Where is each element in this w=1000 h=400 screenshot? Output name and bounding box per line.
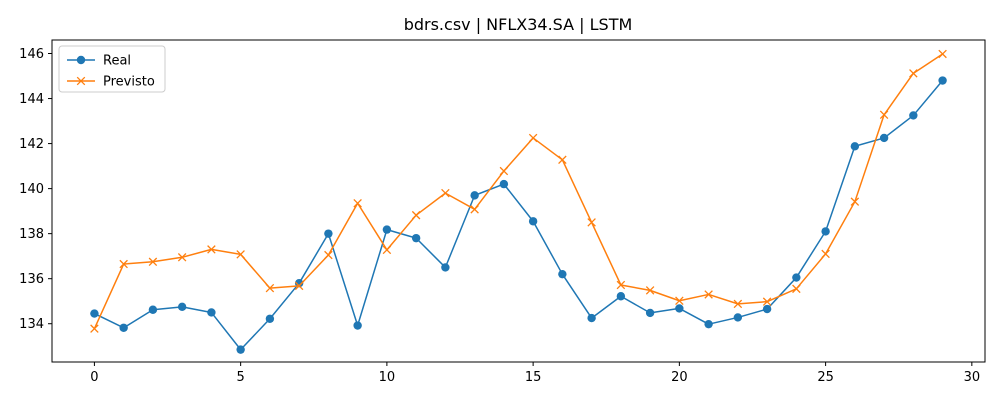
legend-item-real: Real bbox=[67, 54, 131, 69]
data-point bbox=[441, 263, 450, 272]
y-tick-label: 134 bbox=[19, 317, 44, 332]
series-previsto bbox=[90, 49, 947, 333]
legend: Real Previsto bbox=[58, 45, 166, 93]
legend-marker bbox=[76, 55, 86, 65]
data-point bbox=[821, 249, 830, 259]
data-point bbox=[265, 283, 275, 293]
data-point bbox=[675, 304, 684, 313]
data-point bbox=[616, 280, 626, 290]
data-point bbox=[821, 227, 830, 236]
data-point bbox=[90, 309, 99, 318]
data-point bbox=[850, 142, 860, 151]
legend-item-previsto: Previsto bbox=[67, 75, 155, 90]
data-point bbox=[470, 205, 479, 214]
y-tick-label: 136 bbox=[19, 272, 44, 287]
data-point bbox=[177, 253, 187, 262]
data-point bbox=[909, 69, 918, 78]
data-point bbox=[207, 245, 216, 254]
y-tick-label: 144 bbox=[19, 92, 44, 107]
data-point bbox=[119, 259, 128, 269]
data-point bbox=[382, 245, 392, 255]
data-point bbox=[499, 166, 509, 176]
y-tick-label: 146 bbox=[19, 47, 44, 62]
axes-frame bbox=[51, 39, 986, 363]
data-point bbox=[792, 284, 801, 294]
y-tick-label: 142 bbox=[19, 137, 44, 152]
data-point bbox=[119, 323, 128, 332]
data-point bbox=[294, 278, 304, 288]
data-point bbox=[148, 305, 158, 314]
data-point bbox=[353, 321, 362, 330]
series-real bbox=[90, 76, 947, 354]
data-point bbox=[762, 297, 772, 306]
data-point bbox=[265, 314, 275, 323]
data-point bbox=[645, 286, 655, 295]
data-point bbox=[616, 292, 626, 301]
legend-label: Real bbox=[103, 54, 131, 69]
data-point bbox=[528, 133, 538, 143]
data-point bbox=[528, 217, 538, 226]
data-point bbox=[411, 233, 421, 243]
axes: 0 5 10 15 20 25 30 134 136 138 140 142 144 146 bbox=[19, 39, 986, 385]
data-point bbox=[90, 324, 99, 333]
data-point bbox=[733, 313, 743, 322]
data-point bbox=[704, 319, 713, 329]
data-point bbox=[733, 299, 743, 309]
data-point bbox=[909, 111, 918, 120]
data-point bbox=[382, 225, 392, 234]
x-tick-label: 20 bbox=[671, 370, 688, 385]
data-point bbox=[704, 290, 713, 299]
legend-label: Previsto bbox=[103, 75, 155, 90]
data-point bbox=[236, 250, 245, 259]
chart-title: bdrs.csv | NFLX34.SA | LSTM bbox=[404, 15, 633, 34]
data-point bbox=[441, 188, 450, 198]
data-point bbox=[411, 210, 421, 220]
data-point bbox=[324, 250, 333, 260]
x-tick-label: 5 bbox=[237, 370, 245, 385]
data-point bbox=[236, 345, 245, 354]
x-tick-label: 15 bbox=[525, 370, 542, 385]
y-tick-label: 140 bbox=[19, 182, 44, 197]
data-point bbox=[324, 229, 333, 238]
data-point bbox=[850, 197, 860, 206]
series-line-previsto bbox=[93, 53, 944, 329]
plot-area bbox=[90, 49, 947, 354]
data-point bbox=[177, 302, 187, 312]
data-point bbox=[938, 49, 947, 59]
data-point bbox=[938, 76, 947, 85]
y-tick-label: 138 bbox=[19, 227, 44, 242]
x-tick-label: 10 bbox=[379, 370, 396, 385]
data-point bbox=[587, 218, 596, 227]
x-tick-label: 25 bbox=[817, 370, 834, 385]
data-point bbox=[207, 308, 216, 317]
data-point bbox=[645, 308, 655, 318]
data-point bbox=[879, 133, 889, 143]
x-tick-label: 0 bbox=[90, 370, 98, 385]
data-point bbox=[587, 313, 596, 323]
data-point bbox=[762, 304, 772, 314]
data-point bbox=[879, 110, 889, 120]
data-point bbox=[353, 198, 362, 208]
data-point bbox=[499, 179, 509, 189]
data-point bbox=[558, 269, 567, 279]
series-line-real bbox=[94, 80, 944, 351]
data-point bbox=[148, 257, 158, 267]
data-point bbox=[792, 273, 801, 282]
data-point bbox=[675, 296, 684, 306]
data-point bbox=[558, 155, 567, 165]
data-point bbox=[470, 191, 479, 200]
x-tick-label: 30 bbox=[964, 370, 981, 385]
legend-marker bbox=[76, 76, 86, 86]
data-point bbox=[294, 281, 304, 291]
